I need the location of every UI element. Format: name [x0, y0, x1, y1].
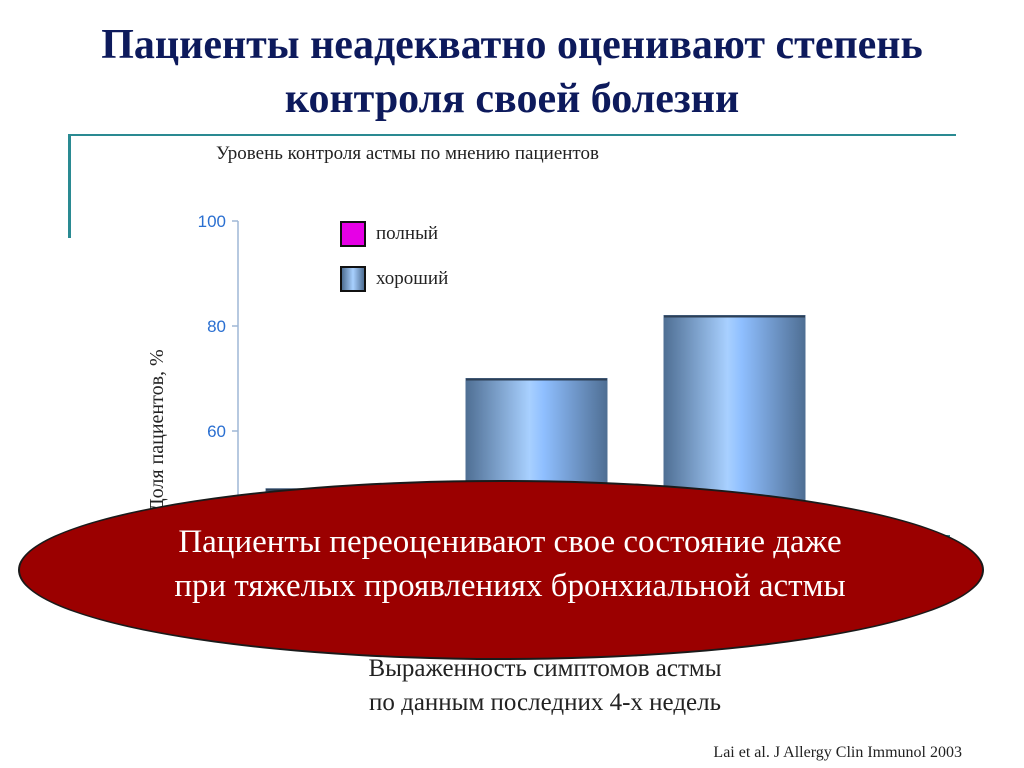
bar-good-2 [663, 315, 806, 501]
slide-title: Пациенты неадекватно оценивают степень к… [101, 22, 923, 122]
title-divider-vertical [68, 134, 71, 238]
x-axis-label: Выраженность симптомов астмы по данным п… [368, 655, 722, 716]
y-tick-label-60: 60 [207, 422, 226, 441]
legend-item-full: полный [340, 220, 438, 248]
legend-swatch-good [340, 266, 366, 292]
legend-label-good: хороший [376, 268, 449, 289]
legend-item-good: хороший [340, 265, 448, 293]
y-tick-label-100: 100 [198, 212, 226, 231]
legend-swatch-full [340, 221, 366, 247]
y-axis-label: Доля пациентов, % [146, 349, 168, 512]
callout-text: Пациенты переоценивают свое состояние да… [174, 524, 846, 604]
callout-oval [18, 480, 984, 660]
source-citation: Lai et al. J Allergy Clin Immunol 2003 [713, 744, 962, 761]
y-tick-label-80: 80 [207, 317, 226, 336]
chart-title: Уровень контроля астмы по мнению пациент… [216, 143, 599, 164]
title-divider [68, 134, 956, 136]
legend-label-full: полный [376, 223, 439, 244]
